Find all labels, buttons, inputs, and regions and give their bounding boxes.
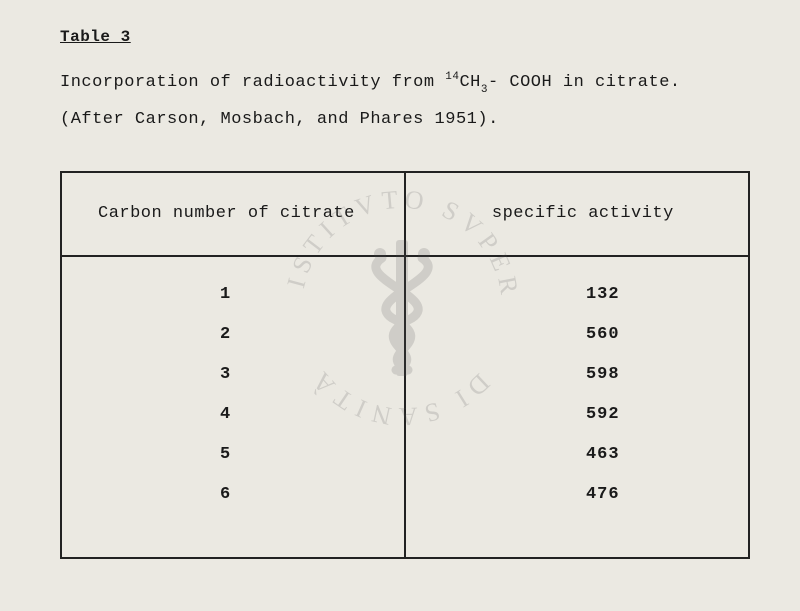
caption-subscript: 3	[481, 84, 488, 96]
table-col-activity: 132 560 598 592 463 476	[406, 257, 748, 557]
table-cell: 598	[586, 365, 748, 405]
caption-pre: Incorporation of radioactivity from	[60, 73, 445, 92]
table-cell: 3	[220, 365, 404, 405]
caption-ch: CH	[459, 73, 480, 92]
table-caption: Incorporation of radioactivity from 14CH…	[60, 64, 750, 139]
table-col-carbon: 1 2 3 4 5 6	[62, 257, 406, 557]
table-body: 1 2 3 4 5 6 132 560 598 592 463 476	[62, 257, 748, 557]
table-header-row: Carbon number of citrate specific activi…	[62, 173, 748, 257]
table-cell: 2	[220, 325, 404, 365]
document-page: Table 3 Incorporation of radioactivity f…	[0, 0, 800, 611]
table-cell: 1	[220, 285, 404, 325]
table-header-label: Carbon number of citrate	[98, 204, 355, 223]
table-cell: 6	[220, 485, 404, 525]
table-header-activity: specific activity	[406, 173, 748, 255]
table-header-label: specific activity	[492, 204, 674, 223]
table-header-carbon: Carbon number of citrate	[62, 173, 406, 255]
table-number-text: Table 3	[60, 28, 131, 46]
table-cell: 463	[586, 445, 748, 485]
table-number: Table 3	[60, 28, 750, 46]
caption-superscript: 14	[445, 71, 459, 83]
table-cell: 476	[586, 485, 748, 525]
table-cell: 4	[220, 405, 404, 445]
table-cell: 592	[586, 405, 748, 445]
table-cell: 132	[586, 285, 748, 325]
table-cell: 560	[586, 325, 748, 365]
data-table: Carbon number of citrate specific activi…	[60, 171, 750, 559]
table-cell: 5	[220, 445, 404, 485]
